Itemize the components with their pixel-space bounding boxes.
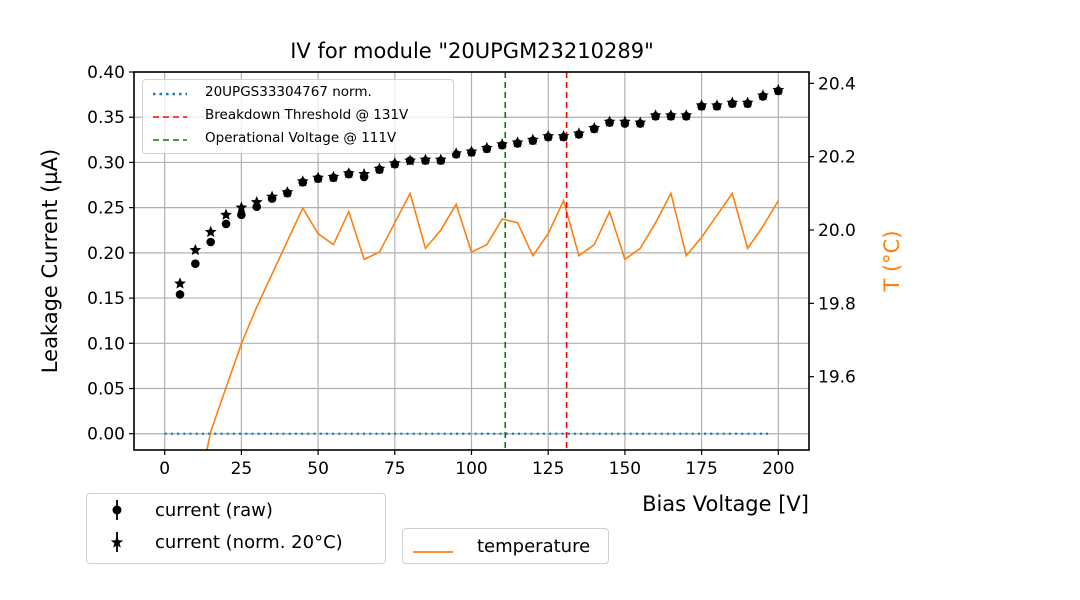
- y2-tick-label: 20.2: [818, 148, 856, 168]
- series-layer: [164, 72, 785, 450]
- x-tick-label: 200: [762, 459, 794, 479]
- current-normalized-point: [220, 208, 232, 220]
- y-tick-label: 0.35: [87, 108, 125, 128]
- dotted-line-swatch-icon: [151, 87, 189, 97]
- legend-entry-current-raw: current (raw): [87, 494, 385, 526]
- current-normalized-point: [588, 121, 601, 134]
- current-normalized-point: [695, 99, 708, 111]
- temperature-line: [206, 191, 780, 450]
- current-raw-point: [206, 237, 216, 247]
- current-normalized-point: [419, 153, 432, 165]
- current-raw-point: [237, 210, 246, 220]
- current-normalized-point: [281, 186, 294, 198]
- x-axis-label: Bias Voltage [V]: [642, 492, 809, 516]
- x-tick-label: 150: [609, 459, 641, 479]
- current-raw-point: [221, 219, 231, 229]
- circle-errorbar-marker-icon: [105, 498, 129, 522]
- y-axis-left: 0.00 0.05 0.10 0.15 0.20 0.25 0.30 0.35 0.40: [87, 63, 134, 445]
- y-tick-label: 0.00: [87, 425, 125, 445]
- legend-entry-operational-voltage: Operational Voltage @ 111V: [143, 126, 453, 149]
- current-normalized-point: [189, 243, 202, 256]
- y-tick-label: 0.30: [87, 153, 125, 173]
- current-normalized-point: [250, 196, 263, 208]
- current-normalized-point: [572, 127, 585, 139]
- current-normalized-point: [312, 171, 324, 183]
- current-normalized-point: [757, 89, 769, 101]
- current-normalized-point: [327, 170, 340, 182]
- legend-label: temperature: [477, 535, 591, 557]
- x-axis: 0 25 50 75 100 125 150 175 200: [159, 450, 795, 479]
- x-tick-label: 0: [159, 459, 170, 479]
- legend-label: Breakdown Threshold @ 131V: [205, 106, 409, 123]
- legend-entry-reference-module: 20UPGS33304767 norm.: [143, 80, 453, 103]
- current-normalized-point: [388, 157, 401, 169]
- star-errorbar-marker-icon: [105, 530, 129, 554]
- current-normalized-point: [266, 190, 278, 202]
- chart-title: IV for module "20UPGM23210289": [290, 39, 654, 63]
- current-normalized-point: [358, 167, 371, 180]
- y-tick-label: 0.05: [87, 380, 125, 400]
- current-normalized-point: [204, 225, 217, 238]
- green-dashed-line-swatch-icon: [151, 133, 189, 143]
- current-normalized-point: [680, 109, 693, 121]
- current-normalized-point: [235, 201, 248, 213]
- current-normalized-point: [726, 96, 739, 108]
- y-tick-label: 0.40: [87, 63, 125, 83]
- y2-tick-label: 19.8: [818, 294, 856, 314]
- current-normalized-point: [373, 162, 386, 174]
- y-tick-label: 0.25: [87, 199, 125, 219]
- current-normalized-point: [542, 130, 555, 142]
- current-normalized-point: [296, 175, 309, 187]
- y-axis-label: Leakage Current (µA): [38, 149, 62, 373]
- current-normalized-point: [526, 133, 539, 145]
- current-normalized-point: [665, 109, 677, 121]
- legend-label: 20UPGS33304767 norm.: [205, 83, 372, 100]
- current-normalized-point: [619, 115, 631, 127]
- red-dashed-line-swatch-icon: [151, 110, 189, 120]
- y-axis-right: 19.6 19.8 20.0 20.2 20.4: [809, 74, 856, 388]
- y2-tick-label: 19.6: [818, 368, 856, 388]
- y2-tick-label: 20.4: [818, 74, 856, 94]
- current-normalized-point: [772, 83, 785, 96]
- current-normalized-point: [603, 115, 616, 127]
- current-normalized-point: [174, 277, 186, 289]
- current-normalized-point: [342, 167, 355, 179]
- current-normalized-point: [480, 141, 493, 153]
- legend-current: current (raw) current (norm. 20°C): [86, 493, 386, 564]
- legend-temperature: temperature: [402, 528, 609, 564]
- x-tick-label: 75: [384, 459, 406, 479]
- current-normalized-point: [634, 116, 647, 128]
- legend-label: current (raw): [155, 499, 273, 521]
- current-normalized-point: [557, 130, 570, 142]
- current-normalized-point: [465, 145, 478, 157]
- legend-entry-temperature: temperature: [403, 529, 608, 563]
- y-tick-label: 0.15: [87, 289, 125, 309]
- x-tick-label: 25: [231, 459, 253, 479]
- current-normalized-point: [741, 96, 754, 108]
- x-tick-label: 100: [455, 459, 487, 479]
- orange-line-swatch-icon: [411, 541, 455, 553]
- y-tick-label: 0.10: [87, 334, 125, 354]
- current-normalized-point: [404, 154, 417, 166]
- current-normalized-point: [649, 109, 662, 121]
- current-raw-point: [191, 259, 200, 269]
- x-tick-label: 175: [685, 459, 717, 479]
- current-normalized-point: [511, 136, 524, 148]
- current-normalized-point: [496, 138, 509, 150]
- plot-area: [164, 72, 785, 450]
- legend-label: Operational Voltage @ 111V: [205, 129, 397, 146]
- current-normalized-point: [711, 99, 723, 111]
- y2-tick-label: 20.0: [818, 221, 856, 241]
- legend-reference-lines: 20UPGS33304767 norm. Breakdown Threshold…: [142, 79, 454, 154]
- current-normalized-point: [450, 147, 463, 159]
- legend-label: current (norm. 20°C): [155, 531, 343, 553]
- legend-entry-current-normalized: current (norm. 20°C): [87, 526, 385, 558]
- current-raw-point: [175, 290, 185, 299]
- y2-axis-label: T (°C): [880, 230, 904, 292]
- current-normalized-point: [434, 153, 447, 165]
- y-tick-label: 0.20: [87, 244, 125, 264]
- x-tick-label: 125: [532, 459, 564, 479]
- x-tick-label: 50: [307, 459, 329, 479]
- legend-entry-breakdown-threshold: Breakdown Threshold @ 131V: [143, 103, 453, 126]
